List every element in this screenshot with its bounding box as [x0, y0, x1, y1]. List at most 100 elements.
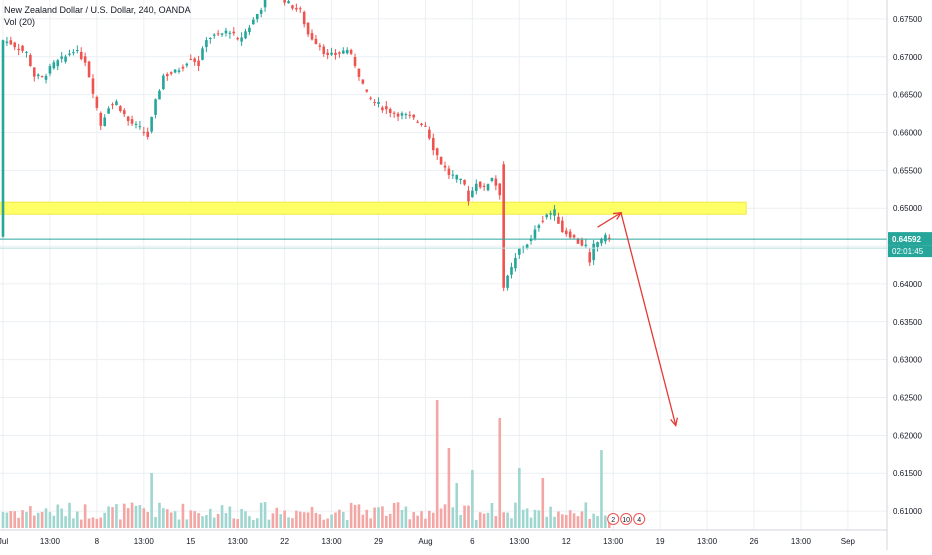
- candle-body: [381, 107, 384, 111]
- candle-body: [126, 116, 130, 121]
- candle: [283, 0, 286, 6]
- volume-bar: [467, 505, 470, 528]
- time-tick-label: Aug: [418, 537, 432, 546]
- candle: [142, 126, 146, 136]
- event-marker: 10: [620, 513, 633, 525]
- candle: [298, 6, 302, 13]
- candle-body: [561, 220, 564, 233]
- candle: [471, 187, 474, 198]
- resistance-zone-layer: [0, 201, 747, 215]
- candle-body: [232, 31, 236, 34]
- volume-bar: [13, 511, 17, 528]
- candle: [122, 108, 126, 118]
- time-axis[interactable]: Jul 13:00 8 13:00 15 13:00 22 13:00 29 Aug 6 13:00 1…: [0, 529, 887, 546]
- candle: [220, 32, 224, 37]
- candle-body: [365, 89, 369, 92]
- candle: [502, 161, 505, 292]
- candle-body: [158, 90, 161, 100]
- candle: [72, 49, 75, 56]
- candle: [392, 111, 396, 118]
- volume-bar: [126, 508, 130, 528]
- volume-bar: [25, 511, 28, 528]
- candle: [138, 120, 142, 130]
- candle: [263, 0, 267, 12]
- candle-body: [338, 52, 341, 54]
- volume-bar: [177, 519, 181, 528]
- time-tick-label: 22: [280, 537, 289, 546]
- candle-body: [197, 60, 200, 66]
- candle-body: [572, 235, 576, 238]
- volume-bar: [52, 515, 56, 528]
- candle: [201, 46, 204, 61]
- candle: [385, 100, 388, 115]
- candle: [557, 212, 560, 224]
- countdown-badge: [888, 245, 932, 258]
- event-markers: 2 10 4: [607, 513, 646, 525]
- candle-body: [353, 56, 357, 66]
- candle-body: [428, 129, 431, 139]
- time-tick-label: 26: [750, 537, 759, 546]
- candle: [541, 215, 545, 224]
- volume-bar: [158, 502, 161, 528]
- volume-bar: [541, 478, 545, 528]
- candle: [146, 127, 150, 140]
- candle: [302, 10, 306, 28]
- volume-bar: [549, 506, 552, 528]
- candle-body: [584, 244, 588, 246]
- candle: [240, 32, 243, 46]
- volume-bar: [119, 519, 122, 528]
- candle: [150, 116, 153, 134]
- candle: [396, 112, 400, 121]
- candle-body: [545, 214, 548, 218]
- price-tick-label: 0.66000: [893, 129, 922, 138]
- volume-bar: [209, 508, 212, 528]
- volume-bar: [447, 448, 451, 528]
- volume-bar: [381, 506, 384, 528]
- volume-bar: [420, 511, 423, 528]
- candle: [381, 105, 384, 113]
- candle: [361, 79, 365, 85]
- candle: [549, 210, 552, 220]
- time-tick-label: 19: [656, 537, 665, 546]
- volume-bar: [443, 504, 447, 528]
- candle-body: [357, 68, 361, 77]
- volume-bar: [291, 518, 294, 528]
- candle-body: [482, 185, 486, 187]
- time-tick-label: Jul: [0, 537, 8, 546]
- candle: [592, 239, 595, 265]
- candle: [447, 165, 451, 180]
- candle: [173, 69, 177, 74]
- event-marker-label: 4: [637, 517, 641, 524]
- volume-bar: [525, 508, 529, 528]
- candle-body: [287, 1, 290, 4]
- candle-body: [248, 27, 251, 33]
- candle-body: [224, 30, 228, 34]
- candle: [224, 27, 228, 37]
- resistance-zone: [0, 201, 747, 215]
- candle-body: [396, 113, 400, 117]
- candle-body: [424, 125, 427, 127]
- candle-body: [56, 60, 60, 67]
- candle: [533, 225, 537, 241]
- candle: [76, 45, 79, 54]
- candle-body: [64, 56, 67, 62]
- countdown-label: 02:01:45: [892, 247, 924, 256]
- candle: [9, 36, 13, 45]
- candle-body: [36, 74, 40, 77]
- volume-bar: [572, 513, 576, 528]
- candle: [310, 29, 314, 41]
- volume-bar: [95, 518, 99, 528]
- volume-bar: [244, 511, 247, 528]
- volume-bar: [76, 511, 79, 528]
- volume-bar: [267, 519, 271, 528]
- candle-body: [439, 156, 443, 165]
- candle-body: [541, 220, 545, 222]
- volume-bar: [342, 511, 345, 528]
- candle-body: [291, 5, 294, 9]
- price-axis[interactable]: 0.67500 0.67000 0.66500 0.66000 0.65500 0.650…: [886, 0, 932, 550]
- volume-bar: [576, 516, 580, 528]
- volume-bar: [232, 518, 236, 528]
- volume-bar: [248, 516, 251, 528]
- candle-body: [330, 52, 333, 55]
- candle: [209, 37, 212, 44]
